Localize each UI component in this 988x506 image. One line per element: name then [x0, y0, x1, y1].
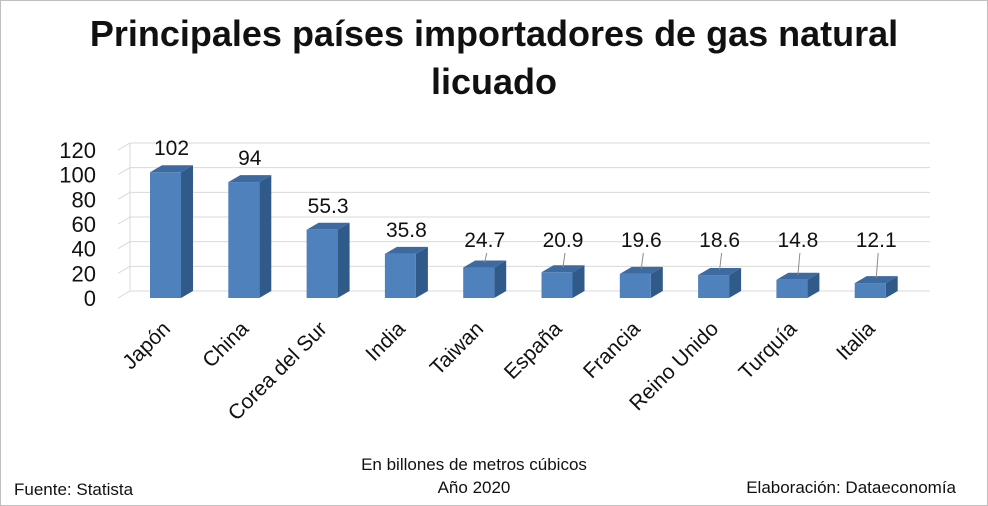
unit-note: En billones de metros cúbicos — [361, 455, 587, 474]
gridline-depth — [117, 167, 131, 176]
bar-side — [337, 222, 350, 298]
bar-side — [494, 260, 507, 298]
bar-front — [228, 182, 260, 298]
bar-front — [150, 172, 181, 298]
category-label: Taiwan — [426, 317, 488, 379]
bar-front — [619, 273, 651, 298]
bar-front — [306, 229, 338, 298]
category-label: Turquía — [735, 317, 802, 384]
bar-front — [776, 279, 808, 298]
bar — [306, 222, 350, 298]
value-leader-line — [484, 252, 488, 263]
category-label: España — [500, 317, 567, 384]
bar — [698, 268, 742, 298]
y-tick-label: 120 — [59, 138, 96, 163]
y-tick-label: 20 — [72, 261, 96, 286]
bar-side — [650, 266, 663, 298]
bar-front — [384, 253, 416, 298]
bar-side — [181, 165, 193, 298]
category-label: Japón — [118, 317, 175, 374]
bar-front — [541, 272, 573, 298]
gridline-depth — [117, 216, 131, 225]
bar-top — [463, 260, 507, 268]
value-label: 55.3 — [308, 195, 349, 218]
bar-side — [415, 246, 428, 298]
bar-top — [541, 265, 585, 273]
value-label: 94 — [238, 147, 262, 170]
source-note: Fuente: Statista — [14, 480, 134, 499]
bar-top — [150, 165, 193, 173]
bar — [463, 260, 507, 298]
bar — [150, 165, 193, 298]
chart-title-line2: licuado — [430, 61, 558, 102]
bar-top — [384, 246, 428, 254]
bar-side — [885, 276, 898, 298]
bar-top — [306, 222, 350, 230]
bar-side — [807, 272, 820, 298]
value-label: 20.9 — [543, 229, 584, 252]
credit-note: Elaboración: Dataeconomía — [746, 478, 956, 497]
value-label: 12.1 — [856, 229, 897, 252]
y-tick-label: 80 — [72, 187, 96, 212]
bar — [541, 265, 585, 298]
bar-top — [776, 272, 820, 280]
year-note: Año 2020 — [437, 478, 511, 497]
y-tick-label: 100 — [59, 163, 96, 188]
bar-top — [619, 266, 663, 274]
bar-top — [228, 175, 272, 183]
bar-front — [463, 267, 495, 298]
chart-title-line1: Principales países importadores de gas n… — [89, 13, 899, 54]
bar — [384, 246, 428, 298]
bar-front — [854, 283, 886, 298]
value-leader-line — [562, 252, 566, 268]
gridline-depth — [117, 290, 131, 299]
gridline-depth — [117, 265, 131, 274]
category-label: Francia — [579, 317, 645, 383]
value-label: 18.6 — [699, 229, 740, 252]
chart-title: Principales países importadores de gas n… — [0, 10, 988, 106]
category-label: China — [198, 317, 253, 372]
value-label: 35.8 — [386, 219, 427, 242]
bar-top — [698, 268, 742, 276]
bar — [619, 266, 663, 298]
bar — [854, 276, 898, 298]
gridline-depth — [117, 142, 131, 151]
bar-front — [698, 275, 730, 298]
value-leader-line — [797, 252, 801, 275]
category-label: India — [361, 317, 410, 366]
bar-side — [572, 265, 585, 298]
bar-side — [729, 268, 742, 298]
bar-top — [854, 276, 898, 284]
bar — [228, 175, 272, 298]
category-label: Italia — [832, 317, 880, 365]
value-label: 19.6 — [621, 229, 662, 252]
value-label: 102 — [154, 137, 189, 160]
bars — [150, 165, 898, 298]
y-tick-label: 60 — [72, 212, 96, 237]
bar — [776, 272, 820, 298]
y-tick-label: 40 — [72, 237, 96, 262]
value-label: 14.8 — [777, 229, 818, 252]
value-labels: 102 94 55.3 35.8 24.7 20.9 19.6 18.6 14.8 12.1 — [154, 137, 897, 279]
y-tick-label: 0 — [84, 286, 96, 311]
gridline-depth — [117, 241, 131, 250]
bar-side — [259, 175, 272, 298]
value-leader-line — [640, 252, 644, 269]
value-leader-line — [875, 252, 879, 279]
value-leader-line — [719, 252, 723, 271]
gridline-depth — [117, 191, 131, 200]
value-label: 24.7 — [464, 229, 505, 252]
